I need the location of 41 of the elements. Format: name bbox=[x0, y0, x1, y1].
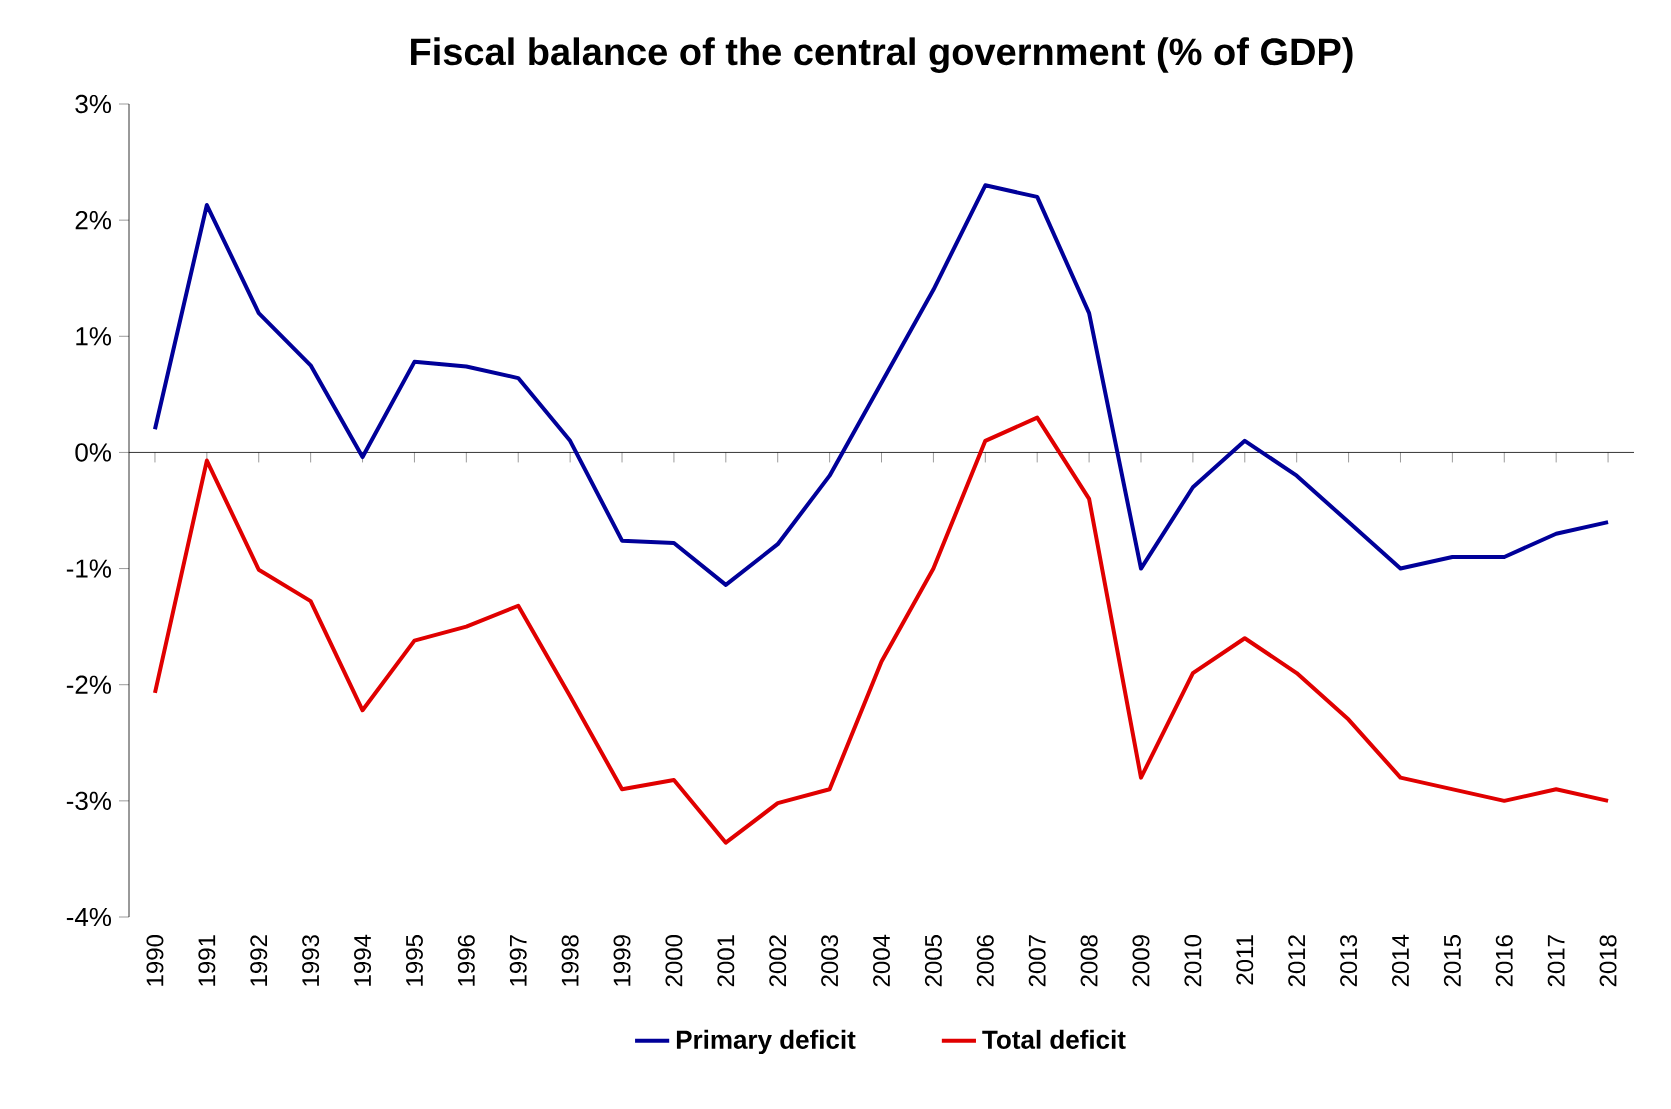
x-tick-label: 2011 bbox=[1236, 935, 1254, 985]
x-tick-label: 1997 bbox=[509, 935, 527, 986]
x-tick-label: 2008 bbox=[1080, 935, 1098, 987]
legend-label: Total deficit bbox=[982, 1029, 1126, 1049]
x-tick-label: 1993 bbox=[302, 935, 320, 986]
x-tick-label: 2005 bbox=[924, 935, 942, 987]
y-tick-label: -3% bbox=[66, 791, 112, 811]
x-tick-label: 2000 bbox=[665, 935, 683, 987]
x-tick-label: 1990 bbox=[146, 935, 164, 986]
x-tick-label: 2016 bbox=[1495, 935, 1513, 987]
x-tick-label: 2007 bbox=[1028, 935, 1046, 987]
x-tick-label: 2018 bbox=[1599, 935, 1617, 987]
x-tick-label: 2006 bbox=[976, 935, 994, 987]
x-tick-label: 1992 bbox=[250, 935, 268, 986]
x-tick-label: 1999 bbox=[613, 935, 631, 986]
x-tick-label: 2017 bbox=[1547, 935, 1565, 987]
x-tick-label: 1991 bbox=[198, 935, 216, 986]
y-tick-label: 1% bbox=[76, 327, 112, 346]
x-tick-label: 1995 bbox=[405, 935, 423, 986]
x-tick-label: 2013 bbox=[1340, 935, 1358, 987]
line-series bbox=[152, 183, 1611, 587]
x-tick-label: 1994 bbox=[354, 934, 372, 986]
y-tick-label: -2% bbox=[66, 675, 112, 694]
x-tick-label: 1998 bbox=[561, 935, 579, 986]
legend-label: Primary deficit bbox=[676, 1029, 856, 1055]
x-tick-label: 2012 bbox=[1288, 935, 1306, 987]
x-tick-label: 1996 bbox=[457, 935, 475, 986]
y-tick-label: 2% bbox=[75, 210, 112, 230]
x-tick-label: 2015 bbox=[1443, 935, 1461, 987]
chart-title: Fiscal balance of the central government (% of GDP) bbox=[411, 37, 1353, 73]
x-tick-label: 2004 bbox=[873, 934, 890, 987]
y-tick-label: 0% bbox=[75, 443, 112, 462]
x-tick-label: 2014 bbox=[1391, 934, 1409, 987]
y-tick-label: 3% bbox=[75, 94, 112, 114]
x-tick-label: 2003 bbox=[821, 935, 839, 987]
x-tick-label: 2009 bbox=[1132, 935, 1150, 987]
x-tick-label: 2010 bbox=[1184, 935, 1202, 987]
x-tick-label: 2002 bbox=[769, 935, 787, 987]
y-tick-label: -4% bbox=[66, 907, 112, 927]
y-tick-label: -1% bbox=[66, 559, 112, 578]
x-tick-label: 2001 bbox=[717, 935, 735, 987]
